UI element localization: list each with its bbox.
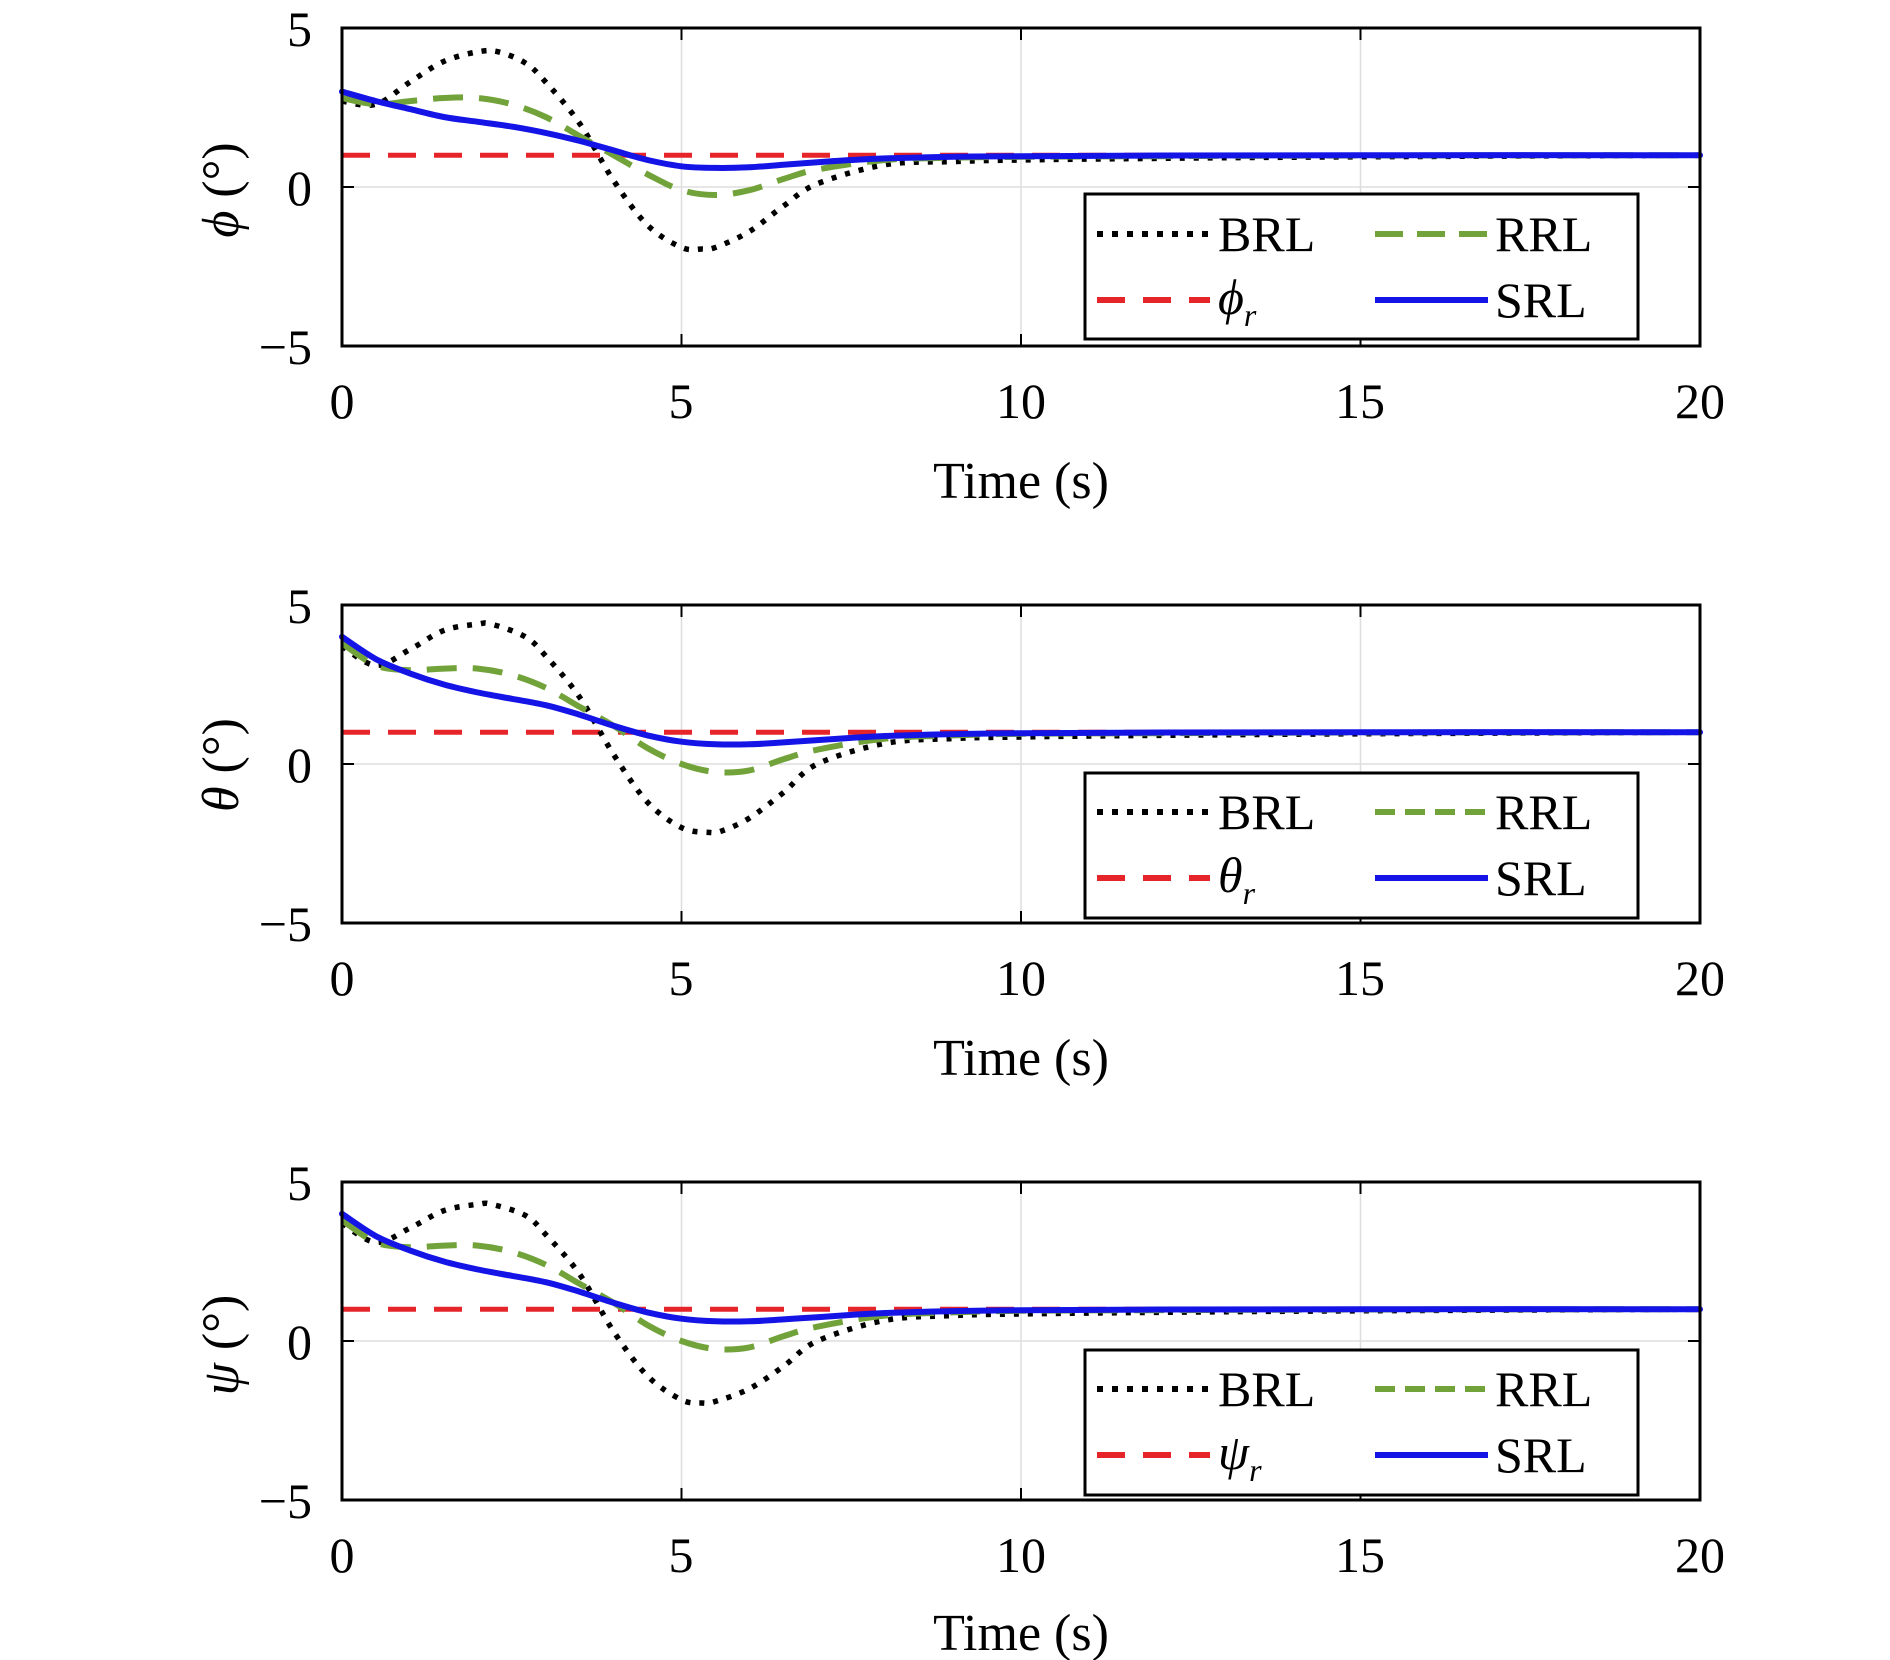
legend-box <box>1083 1348 1640 1497</box>
y-tick-label: 0 <box>287 160 312 216</box>
y-tick-label: 5 <box>287 578 312 634</box>
series-layer <box>339 1200 1703 1407</box>
legend-label-rrl: RRL <box>1495 1361 1592 1417</box>
x-tick-label: 15 <box>1335 950 1385 1006</box>
y-axis-title: ψ (°) <box>193 1295 250 1396</box>
x-tick-label: 5 <box>669 373 694 429</box>
legend-ref-subscript: r <box>1244 297 1257 333</box>
x-tick-label: 0 <box>330 1527 355 1583</box>
series-line-brl <box>340 620 1701 836</box>
legend: BRL RRL ϕr SRL <box>1083 192 1640 341</box>
legend-label-brl: BRL <box>1218 784 1315 840</box>
panel-psi: 5 0 −5 0 5 10 15 20 Time (s) ψ (°) BRL R… <box>193 1155 1725 1660</box>
x-tick-label: 5 <box>669 950 694 1006</box>
x-tick-label: 10 <box>996 1527 1046 1583</box>
legend-label-brl: BRL <box>1218 1361 1315 1417</box>
y-axis-unit: (°) <box>193 718 250 786</box>
y-tick-label: 5 <box>287 1155 312 1211</box>
legend-label-srl: SRL <box>1495 850 1587 906</box>
y-axis-symbol: ϕ <box>193 211 250 238</box>
y-tick-label: −5 <box>259 896 312 952</box>
x-tick-label: 5 <box>669 1527 694 1583</box>
x-tick-label: 20 <box>1675 1527 1725 1583</box>
y-axis-symbol: θ <box>193 786 250 812</box>
legend-ref-subscript: r <box>1243 875 1256 911</box>
y-axis-title: θ (°) <box>193 718 250 812</box>
y-axis-symbol: ψ <box>193 1361 250 1395</box>
y-tick-label: −5 <box>259 1473 312 1529</box>
legend-label-ref: θr <box>1218 847 1256 911</box>
legend-label-srl: SRL <box>1495 1427 1587 1483</box>
y-tick-label: 0 <box>287 737 312 793</box>
x-tick-label: 20 <box>1675 950 1725 1006</box>
x-tick-label: 0 <box>330 373 355 429</box>
x-tick-label: 20 <box>1675 373 1725 429</box>
x-tick-label: 10 <box>996 950 1046 1006</box>
legend-label-rrl: RRL <box>1495 206 1592 262</box>
legend-ref-subscript: r <box>1249 1452 1262 1488</box>
legend-box <box>1083 771 1640 920</box>
gridlines <box>342 28 1700 346</box>
y-tick-label: 5 <box>287 1 312 57</box>
legend-label-ref: ϕr <box>1218 269 1257 333</box>
x-tick-label: 0 <box>330 950 355 1006</box>
x-axis-title: Time (s) <box>933 453 1109 510</box>
y-tick-label: −5 <box>259 319 312 375</box>
legend-ref-symbol: ψ <box>1218 1424 1250 1480</box>
x-tick-label: 10 <box>996 373 1046 429</box>
x-axis-title: Time (s) <box>933 1605 1109 1660</box>
y-tick-label: 0 <box>287 1314 312 1370</box>
panel-phi: 5 0 −5 0 5 10 15 20 Time (s) ϕ (°) BRL R… <box>193 1 1725 510</box>
legend-label-srl: SRL <box>1495 272 1587 328</box>
panel-theta: 5 0 −5 0 5 10 15 20 Time (s) θ (°) BRL R… <box>193 578 1725 1087</box>
series-line-srl <box>339 633 1703 748</box>
legend-ref-symbol: θ <box>1218 847 1243 903</box>
x-tick-label: 15 <box>1335 373 1385 429</box>
legend-box <box>1083 192 1640 341</box>
legend-label-ref: ψr <box>1218 1424 1262 1488</box>
legend-label-brl: BRL <box>1218 206 1315 262</box>
legend: BRL RRL ψr SRL <box>1083 1348 1640 1497</box>
y-axis-unit: (°) <box>193 142 250 210</box>
series-line-srl <box>339 1210 1703 1325</box>
legend-label-rrl: RRL <box>1495 784 1592 840</box>
ticks <box>341 27 1701 347</box>
x-tick-label: 15 <box>1335 1527 1385 1583</box>
series-layer <box>339 47 1703 253</box>
x-axis-title: Time (s) <box>933 1030 1109 1087</box>
series-line-brl <box>340 1200 1701 1407</box>
legend-ref-symbol: ϕ <box>1218 269 1244 325</box>
y-axis-unit: (°) <box>193 1295 250 1363</box>
series-line-srl <box>339 88 1703 171</box>
series-layer <box>339 620 1703 836</box>
legend: BRL RRL θr SRL <box>1083 771 1640 920</box>
y-axis-title: ϕ (°) <box>193 142 250 237</box>
